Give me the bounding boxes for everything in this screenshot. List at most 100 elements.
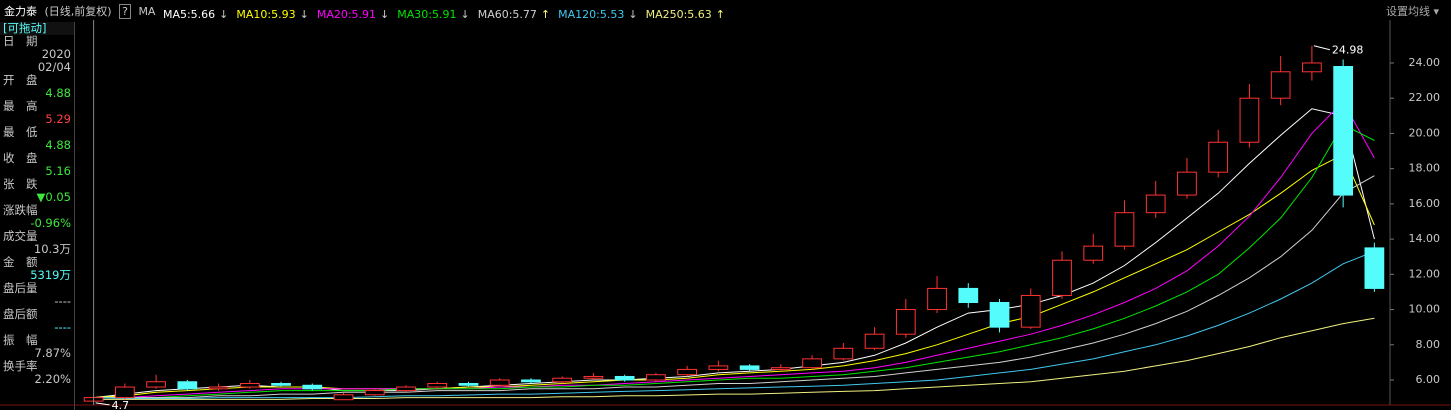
candle-body [1302,62,1322,73]
legend-arrow: ↓ [460,8,470,21]
candle-body [895,309,916,335]
candle-body [927,287,947,311]
legend-entry: MA120:5.53 [558,8,625,21]
info-value: ▼0.05 [36,190,71,204]
y-tick-label: 6.00 [1416,373,1441,386]
candle-body [583,375,604,379]
low-label: 4.7 [112,399,130,410]
legend-entry: MA250:5.63 [645,8,712,21]
info-label: 振 幅 [3,333,38,347]
y-tick-label: 24.00 [1409,56,1441,69]
help[interactable]: ? [119,4,131,19]
legend-arrow: ↑ [715,8,726,21]
y-tick-label: 8.00 [1416,338,1441,351]
candle-body [302,384,323,390]
candle-body [1083,245,1104,261]
candle-body [208,386,229,390]
y-tick-label: 16.00 [1409,197,1441,210]
info-value: 5.29 [45,112,71,126]
candle-body [521,379,541,383]
legend: MA5:5.66 ↓ MA10:5.93 ↓ MA20:5.91 ↓ MA30:5.91 ↓ M… [162,5,733,21]
info-label: 成交量 [3,229,38,243]
candle-body [1052,259,1072,296]
legend-entry: MA5:5.66 [162,8,216,21]
legend-arrow: ↓ [628,8,638,21]
y-tick-label: 22.00 [1409,91,1441,104]
candle-body [770,367,791,370]
legend-entry: MA30:5.91 [397,8,457,21]
legend-entry: MA20:5.91 [316,8,377,21]
drag-tag: [可拖动] [0,22,74,35]
info-label: 最 高 [3,99,38,113]
info-label: 张 跌 [3,177,38,191]
candle-body [1364,247,1385,289]
legend-arrow: ↓ [380,8,390,21]
candle-body [458,383,479,386]
info-value: 4.88 [45,86,71,100]
candle-body [677,368,698,376]
candle-body [989,301,1010,328]
candle-body [1114,212,1135,247]
candle-body [1333,65,1354,196]
stock-name: 金力泰 [4,5,37,18]
info-value: ---- [54,320,71,334]
info-value: 4.88 [45,138,71,152]
info-value: 5319万 [30,268,71,282]
ma-line [93,175,1375,399]
legend-entry: MA60:5.77 [477,8,537,21]
y-tick-label: 18.00 [1409,162,1441,175]
info-value: ---- [54,294,71,308]
info-panel: [可拖动] 日 期 2020 02/04 开 盘 4.88 最 高 5.29 最 低 4.88 收… [0,22,75,410]
info-label: 日 期 [3,34,38,48]
candle-body [489,379,510,386]
candle-body [239,383,260,388]
ma-line [93,108,1375,399]
settings[interactable]: 设置均线 ▾ [1385,5,1439,18]
candle-body [833,347,854,360]
candle-body [1208,141,1229,173]
info-label: 换手率 [3,359,38,373]
info-label: 盘后额 [3,307,38,321]
candle-body [146,381,166,388]
y-tick-label: 20.00 [1409,126,1441,139]
ma-line [93,123,1375,399]
candle-body [958,287,979,303]
candle-body [614,375,635,381]
y-tick-label: 12.00 [1409,267,1441,280]
ma-line [93,250,1375,399]
candle-body [1239,97,1260,143]
candle-body [1145,194,1166,214]
mode: (日线,前复权) [44,5,112,18]
info-label: 开 盘 [3,73,38,87]
candle-body [114,386,135,399]
legend-arrow: ↓ [219,8,229,21]
legend-arrow: ↓ [299,8,309,21]
info-label: 涨跌幅 [3,203,38,217]
y-tick-label: 14.00 [1409,232,1441,245]
info-label: 金 额 [3,255,38,269]
info-label: 最 低 [3,125,38,139]
top-bar: 金力泰 (日线,前复权) ? MA MA5:5.66 ↓ MA10:5.93 ↓ MA2… [0,0,1451,21]
info-value: -0.96% [30,216,71,230]
ma-line [93,100,1375,399]
candle-body [864,333,885,349]
legend-arrow: ↑ [540,8,551,21]
info-value: 2.20% [34,372,71,386]
y-tick-label: 10.00 [1409,303,1441,316]
ma-label: MA [138,5,156,18]
info-value: 2020 [41,47,71,61]
info-label: 盘后量 [3,281,38,295]
high-arrow [1313,45,1331,51]
legend-entry: MA10:5.93 [236,8,296,21]
candle-body [177,381,198,390]
info-value: 10.3万 [33,242,71,256]
candle-body [646,374,666,381]
info-label: 收 盘 [3,151,38,165]
candle-body [1270,71,1291,99]
candle-body [1177,171,1197,196]
info-value: 02/04 [37,60,71,74]
ma-line [93,317,1375,400]
info-value: 7.87% [34,346,71,360]
